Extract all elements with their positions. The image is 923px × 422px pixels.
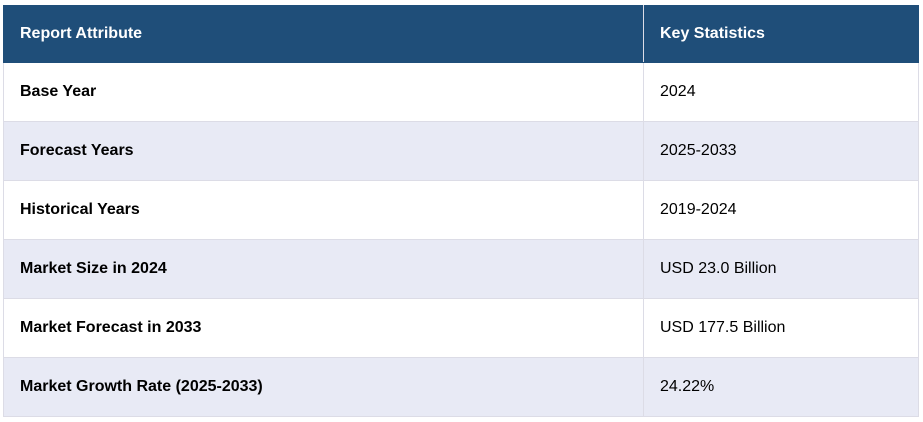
row-value: 2019-2024 [643, 180, 919, 240]
table-row: Forecast Years 2025-2033 [3, 121, 919, 181]
row-value: USD 177.5 Billion [643, 298, 919, 358]
table-row: Historical Years 2019-2024 [3, 180, 919, 240]
report-statistics-table: Report Attribute Key Statistics Base Yea… [3, 5, 919, 417]
row-value: 2024 [643, 62, 919, 122]
table-row: Market Size in 2024 USD 23.0 Billion [3, 239, 919, 299]
table-row: Market Growth Rate (2025-2033) 24.22% [3, 357, 919, 417]
row-value: USD 23.0 Billion [643, 239, 919, 299]
table-body: Base Year 2024 Forecast Years 2025-2033 … [3, 62, 919, 417]
row-attribute: Market Size in 2024 [3, 239, 644, 299]
table-row: Base Year 2024 [3, 62, 919, 122]
row-value: 24.22% [643, 357, 919, 417]
header-report-attribute: Report Attribute [3, 5, 644, 63]
row-attribute: Market Growth Rate (2025-2033) [3, 357, 644, 417]
row-value: 2025-2033 [643, 121, 919, 181]
header-row: Report Attribute Key Statistics [3, 5, 919, 63]
row-attribute: Historical Years [3, 180, 644, 240]
table-header: Report Attribute Key Statistics [3, 5, 919, 63]
row-attribute: Forecast Years [3, 121, 644, 181]
row-attribute: Market Forecast in 2033 [3, 298, 644, 358]
table-row: Market Forecast in 2033 USD 177.5 Billio… [3, 298, 919, 358]
row-attribute: Base Year [3, 62, 644, 122]
header-key-statistics: Key Statistics [643, 5, 919, 63]
